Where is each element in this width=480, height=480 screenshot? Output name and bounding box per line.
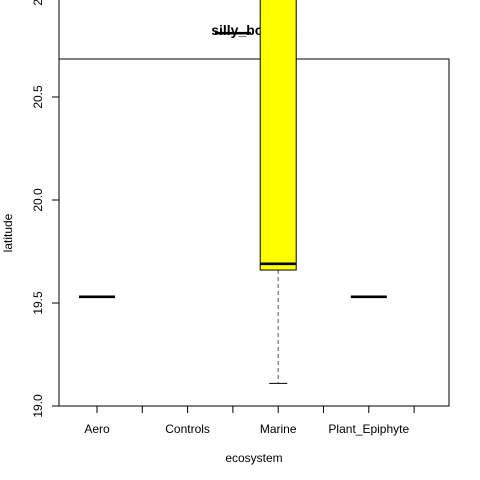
- y-axis: 19.019.520.020.521.021.522.0: [31, 0, 60, 418]
- y-tick-label: 20.5: [31, 85, 45, 109]
- plot-frame: [58, 58, 450, 407]
- x-tick-label: Aero: [84, 422, 110, 436]
- y-tick-label: 19.0: [31, 394, 45, 418]
- y-tick-label: 20.0: [31, 188, 45, 212]
- x-tick-label: Marine: [260, 422, 297, 436]
- y-tick-label: 21.0: [31, 0, 45, 6]
- x-axis: Aero Controls Marine Plant_Epiphyte: [84, 405, 415, 436]
- y-tick-label: 19.5: [31, 291, 45, 315]
- x-tick-label: Plant_Epiphyte: [328, 422, 409, 436]
- box-0: [79, 295, 115, 299]
- x-axis-label: ecosystem: [225, 451, 282, 465]
- boxes-layer: [79, 0, 387, 384]
- box-body: [259, 0, 297, 271]
- x-tick-label: Controls: [165, 422, 210, 436]
- y-axis-label: latitude: [1, 213, 15, 252]
- box-4: [259, 0, 297, 384]
